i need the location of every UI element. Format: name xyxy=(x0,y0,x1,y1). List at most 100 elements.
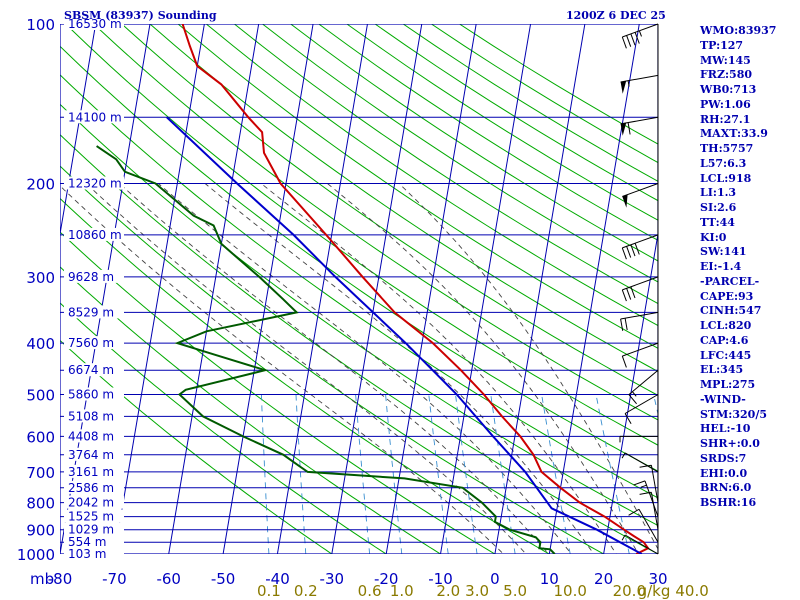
stat-line: HEL:-10 xyxy=(700,422,751,436)
stat-line: LCL:820 xyxy=(700,319,752,332)
isotherm-line xyxy=(603,230,658,554)
temperature-tick-label: -60 xyxy=(156,570,181,588)
mixing-ratio-line xyxy=(295,394,307,554)
wind-barb-feather xyxy=(621,289,627,302)
stat-line: SW:141 xyxy=(700,245,747,259)
height-label-bg xyxy=(64,110,124,124)
wind-barb-feather xyxy=(633,480,646,486)
stats-panel: WMO:83937 TP:127 MW:145 FRZ:580 WB0:713 PW:1.… xyxy=(700,24,800,511)
temperature-line xyxy=(181,24,650,554)
dry-adiabat xyxy=(60,302,388,554)
wind-barb-flag xyxy=(620,122,627,136)
wind-barb-feather xyxy=(621,355,627,368)
pressure-tick-label: 300 xyxy=(26,269,55,287)
pressure-unit-label: mb xyxy=(30,570,54,588)
dry-adiabat xyxy=(149,24,658,373)
mixing-ratio-line xyxy=(428,394,449,554)
height-label-bg xyxy=(64,305,124,319)
height-label-bg xyxy=(64,269,124,283)
stat-line: MPL:275 xyxy=(700,378,756,391)
mixing-ratio-line xyxy=(260,394,270,554)
moist-adiabat xyxy=(60,185,505,554)
pressure-tick-label: 600 xyxy=(26,428,55,446)
isotherm-line xyxy=(385,24,477,554)
pressure-tick-label: 1000 xyxy=(17,546,55,564)
wind-barb-flag xyxy=(622,194,628,208)
mixing-ratio-line xyxy=(595,394,630,554)
wind-barb-feather xyxy=(634,243,640,255)
mixing-ratio-label: 0.6 xyxy=(358,582,382,600)
height-label: 554 m xyxy=(68,535,106,549)
wind-barb-feather xyxy=(634,32,640,44)
wind-barb-half-feather xyxy=(621,452,626,459)
wind-barb-feather xyxy=(620,318,624,331)
height-label: 8529 m xyxy=(68,305,114,319)
stat-line: BSHR:16 xyxy=(700,496,757,509)
wind-barb-half-feather xyxy=(627,80,630,87)
height-label-bg xyxy=(64,17,124,30)
wind-barb xyxy=(644,480,659,517)
stat-line: -WIND- xyxy=(700,392,746,406)
mixing-ratio-unit: g/kg xyxy=(638,582,671,600)
chart-time: 1200Z 6 DEC 25 xyxy=(566,9,666,22)
wind-barb xyxy=(650,465,659,503)
moist-adiabat xyxy=(204,183,595,554)
temperature-tick-label: -10 xyxy=(428,570,453,588)
moist-adiabat xyxy=(398,183,658,550)
wind-barb-feather xyxy=(624,318,628,331)
isotherm-line xyxy=(168,24,260,554)
height-label: 3764 m xyxy=(68,448,114,462)
stat-line: LFC:445 xyxy=(700,348,752,362)
mixing-ratio-label: 0.2 xyxy=(294,582,318,600)
height-label: 3161 m xyxy=(68,465,114,479)
pressure-tick-label: 700 xyxy=(26,464,55,482)
isotherms-isobars xyxy=(60,24,658,554)
mixing-ratio-label: 20.0 xyxy=(613,582,646,600)
height-label-bg xyxy=(64,535,124,549)
temperature-tick-label: -20 xyxy=(374,570,399,588)
stat-line: WB0:713 xyxy=(700,83,757,96)
wind-barb xyxy=(620,74,659,83)
isotherm-line xyxy=(548,24,640,554)
height-label-bg xyxy=(64,409,124,423)
height-label-bg xyxy=(64,495,124,509)
height-label: 2586 m xyxy=(68,481,114,495)
stat-line: TP:127 xyxy=(700,38,744,52)
height-label-bg xyxy=(64,480,124,494)
temperature-tick-label: -50 xyxy=(211,570,236,588)
stat-line: EHI:0.0 xyxy=(700,466,748,480)
wind-barb xyxy=(622,23,659,38)
wind-barb xyxy=(622,276,659,291)
wind-barb-feather xyxy=(626,288,632,300)
stat-line: KI:0 xyxy=(700,230,727,244)
mixing-ratio-line xyxy=(385,394,403,554)
wind-barb-half-feather xyxy=(632,391,637,397)
moist-adiabat xyxy=(119,183,550,554)
height-label: 1525 m xyxy=(68,510,114,524)
stat-line: LCL:918 xyxy=(700,171,752,185)
mixing-ratio-label: 1.0 xyxy=(390,582,414,600)
height-label: 6674 m xyxy=(68,363,114,377)
mixing-ratio-label: 3.0 xyxy=(465,582,489,600)
dry-adiabat xyxy=(60,266,442,554)
temperature-tick-label: 20 xyxy=(594,570,613,588)
height-label: 2042 m xyxy=(68,496,114,510)
isotherm-line xyxy=(222,24,314,554)
pressure-tick-label: 900 xyxy=(26,522,55,540)
height-label-bg xyxy=(64,509,124,523)
height-label-bg xyxy=(64,336,124,350)
height-label: 16530 m xyxy=(68,17,122,31)
wind-barb-flag xyxy=(620,81,627,94)
chart-title: SBSM (83937) Sounding xyxy=(64,9,217,22)
temperature-tick-label: -80 xyxy=(48,570,73,588)
stat-line: SHR+:0.0 xyxy=(700,437,760,450)
wind-barb xyxy=(620,116,659,125)
isotherm-line xyxy=(276,24,368,554)
stat-line: -PARCEL- xyxy=(700,274,760,288)
height-label-bg xyxy=(64,227,124,241)
wind-barb xyxy=(624,534,659,555)
stat-line: TT:44 xyxy=(700,215,735,229)
wind-barb xyxy=(650,492,659,530)
isotherm-line xyxy=(494,24,586,554)
wind-barb xyxy=(628,369,659,395)
